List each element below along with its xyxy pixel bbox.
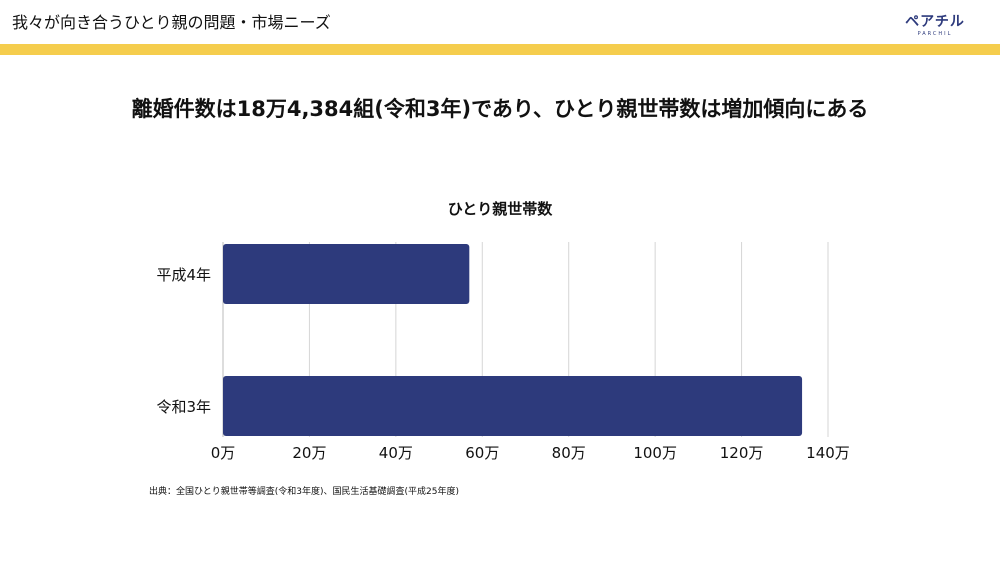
logo-subtext: PARCHIL — [917, 31, 953, 37]
headline: 離婚件数は18万4,384組(令和3年)であり、ひとり親世帯数は増加傾向にある — [131, 97, 869, 121]
brand-logo: ペアチル PARCHIL — [892, 9, 978, 39]
tick-label: 20万 — [292, 444, 326, 462]
tick-label: 0万 — [211, 444, 236, 462]
tick-label: 100万 — [633, 444, 677, 462]
bar — [223, 244, 470, 304]
header-accent-bar — [0, 44, 1000, 55]
header: 我々が向き合うひとり親の問題・市場ニーズ ペアチル PARCHIL — [0, 0, 1000, 44]
category-label: 令和3年 — [156, 398, 211, 416]
chart-title: ひとり親世帯数 — [448, 200, 554, 218]
tick-label: 80万 — [552, 444, 586, 462]
tick-label: 120万 — [720, 444, 764, 462]
tick-label: 140万 — [806, 444, 850, 462]
logo-text: ペアチル — [905, 14, 965, 30]
tick-label: 60万 — [465, 444, 499, 462]
page-title: 我々が向き合うひとり親の問題・市場ニーズ — [12, 13, 331, 32]
bar — [223, 376, 803, 436]
category-label: 平成4年 — [156, 266, 211, 284]
tick-label: 40万 — [379, 444, 413, 462]
source-note: 出典：全国ひとり親世帯等調査(令和3年度)、国民生活基礎調査(平成25年度) — [149, 487, 459, 497]
